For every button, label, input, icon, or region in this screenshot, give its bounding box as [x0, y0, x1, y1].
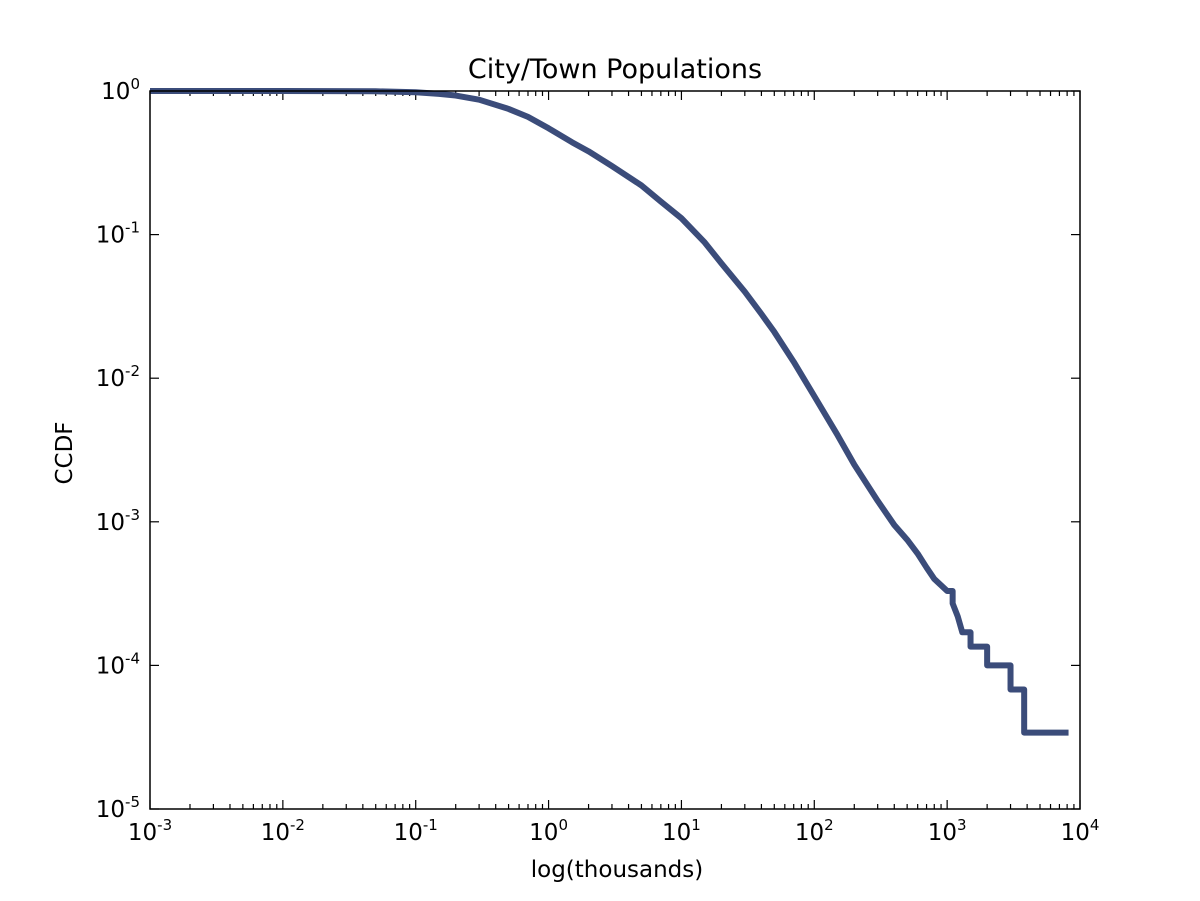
y-tick-label: 10-3	[96, 506, 140, 536]
tick-layer: 10-3 10-2 10-1 100 101 102 103 104 100 10-1 10-2 10…	[96, 75, 1100, 846]
x-tick-label: 10-1	[394, 816, 438, 846]
x-tick-label: 101	[662, 816, 701, 846]
y-tick-label: 10-4	[96, 649, 140, 679]
x-tick-label: 100	[529, 816, 568, 846]
x-tick-label: 10-3	[128, 816, 172, 846]
y-axis-label: CCDF	[52, 421, 78, 484]
y-tick-label: 10-2	[96, 362, 140, 392]
x-tick-label: 103	[928, 816, 967, 846]
ccdf-series-line	[149, 88, 1069, 736]
y-tick-label: 100	[101, 75, 140, 105]
x-axis-label: log(thousands)	[531, 857, 704, 883]
x-tick-label: 102	[795, 816, 834, 846]
x-tick-label: 104	[1061, 816, 1100, 846]
plot-area-frame	[149, 90, 1081, 810]
y-tick-label: 10-1	[96, 219, 140, 249]
series-layer	[149, 88, 1069, 736]
chart-title: City/Town Populations	[468, 54, 762, 85]
y-tick-label: 10-5	[96, 793, 140, 823]
x-tick-label: 10-2	[261, 816, 305, 846]
